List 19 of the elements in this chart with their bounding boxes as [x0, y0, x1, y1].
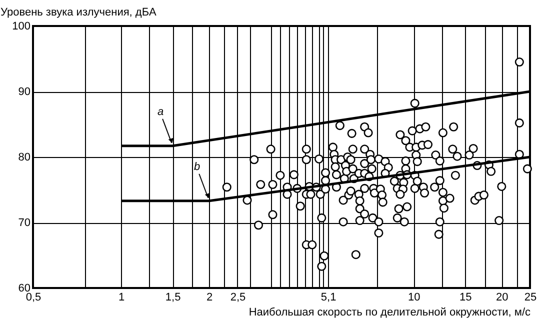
y-tick-label: 100: [12, 20, 30, 32]
x-tick-label: 1: [118, 292, 125, 304]
x-tick-label: 2: [206, 292, 213, 304]
y-axis-title: Уровень звука излучения, дБA: [0, 6, 158, 18]
y-tick-label: 90: [18, 86, 30, 98]
x-tick-label: 20: [496, 292, 508, 304]
x-tick-label: 0,5: [26, 292, 42, 304]
x-tick-label: 5,1: [320, 292, 336, 304]
annotation: b: [194, 160, 200, 173]
x-tick-label: 2,5: [230, 292, 246, 304]
x-tick-label: 10: [408, 292, 420, 304]
y-tick-label: 70: [18, 217, 30, 229]
y-tick-label: 80: [18, 152, 30, 164]
y-tick-label: 60: [18, 282, 30, 294]
annotation: a: [158, 106, 164, 118]
x-tick-label: 25: [524, 292, 537, 304]
x-tick-label: 15: [459, 292, 472, 304]
x-tick-label: 1,5: [165, 292, 181, 304]
x-axis-title: Наибольшая скорость по делительной окружности, м/с: [248, 306, 531, 318]
